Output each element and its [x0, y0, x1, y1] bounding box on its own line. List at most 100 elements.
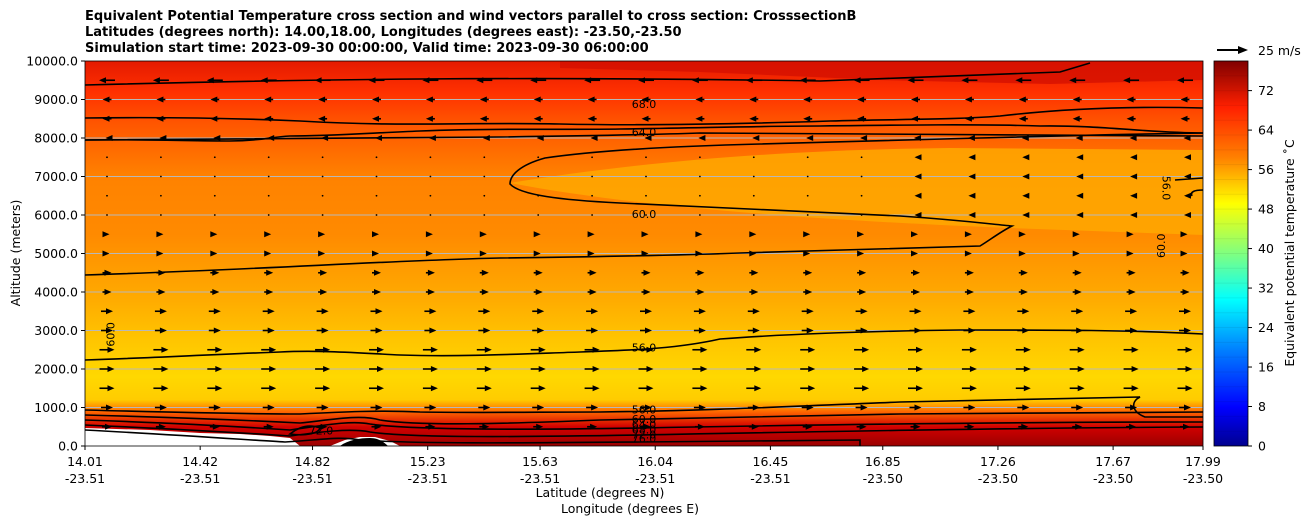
x-tick-label-lon: -23.50 — [1093, 471, 1133, 486]
wind-vector — [106, 194, 108, 197]
wind-vector-head — [853, 77, 861, 84]
wind-vector — [213, 194, 216, 197]
wind-vector-head — [695, 115, 703, 122]
wind-vector-head — [264, 231, 272, 238]
wind-vector-head — [1182, 289, 1190, 295]
wind-vector — [321, 175, 324, 178]
wind-vector-head — [967, 423, 975, 430]
wind-vector-head — [537, 327, 545, 334]
wind-vector-head — [1076, 173, 1084, 180]
wind-vector — [591, 194, 593, 197]
wind-vector-head — [968, 173, 976, 180]
low-theta-region — [510, 148, 1203, 235]
x-tick-label-lat: 17.67 — [1095, 454, 1131, 469]
wind-vector-head — [914, 308, 922, 315]
wind-vector-head — [266, 423, 274, 430]
x-tick-label-lat: 15.23 — [410, 454, 446, 469]
wind-vector-head — [914, 212, 922, 218]
wind-vector-head — [377, 385, 384, 392]
wind-vector-head — [1022, 173, 1030, 180]
wind-vector-head — [592, 385, 600, 392]
wind-vector-head — [752, 327, 760, 334]
wind-vector-head — [1075, 135, 1083, 141]
y-tick-label: 4000.0 — [34, 285, 78, 300]
wind-vector-head — [429, 327, 437, 334]
wind-vector-head — [745, 77, 753, 84]
wind-vector-head — [374, 289, 381, 295]
wind-vector-head — [646, 346, 654, 353]
wind-vector-head — [323, 346, 331, 353]
wind-vector-head — [914, 192, 922, 199]
wind-vector-head — [377, 366, 384, 372]
wind-vector-head — [1130, 173, 1138, 180]
wind-vector-head — [751, 269, 759, 276]
wind-vector-head — [966, 269, 974, 276]
wind-vector-head — [860, 327, 868, 334]
wind-vector-head — [213, 404, 221, 411]
chart-title-line1: Equivalent Potential Temperature cross s… — [85, 9, 857, 24]
wind-vector — [645, 175, 647, 178]
wind-vector — [806, 175, 809, 178]
wind-vector — [699, 175, 701, 178]
wind-vector-head — [587, 115, 595, 122]
wind-vector-head — [1185, 366, 1193, 372]
wind-vector — [106, 214, 108, 216]
x-tick-label-lon: -23.51 — [180, 471, 220, 486]
wind-vector-head — [968, 308, 976, 315]
contour-line — [85, 124, 1203, 142]
wind-vector-head — [538, 366, 546, 372]
contour-line — [85, 329, 1203, 361]
wind-vector-head — [1184, 212, 1191, 218]
wind-vector-head — [862, 385, 870, 392]
wind-vector — [537, 156, 540, 159]
wind-vector — [591, 175, 593, 178]
contour-label: 60.0 — [1155, 234, 1168, 258]
contour-line — [85, 424, 1203, 438]
wind-vector-head — [476, 77, 484, 84]
wind-vector-head — [590, 423, 598, 430]
wind-vector-head — [1130, 327, 1138, 334]
wind-vector-head — [479, 250, 487, 257]
wind-vector-head — [1072, 250, 1080, 257]
wind-vector-head — [857, 250, 865, 257]
wind-vector — [645, 156, 647, 159]
wind-vector-head — [968, 154, 976, 161]
wind-vector-head — [533, 115, 541, 122]
wind-vector-head — [267, 308, 275, 315]
wind-vector-head — [914, 135, 921, 141]
wind-vector-head — [913, 269, 920, 276]
wind-vector-head — [803, 231, 811, 238]
y-tick-label: 2000.0 — [34, 362, 78, 377]
wind-vector-head — [592, 366, 600, 372]
terrain-peak — [340, 438, 388, 446]
wind-vector-head — [269, 346, 277, 353]
wind-vector-head — [425, 115, 433, 122]
wind-vector-head — [695, 250, 703, 257]
contour-line — [1174, 177, 1203, 181]
wind-vector-head — [430, 385, 438, 392]
wind-vector — [267, 175, 270, 178]
wind-vector-head — [102, 250, 110, 257]
wind-vector-head — [697, 423, 705, 430]
wind-vector-head — [914, 404, 922, 411]
wind-vector-head — [1077, 385, 1085, 392]
wind-vector-head — [805, 423, 813, 430]
wind-vector-head — [372, 115, 379, 122]
colorbar-tick-label: 8 — [1258, 399, 1266, 414]
wind-vector-head — [749, 250, 757, 257]
wind-vector-head — [368, 77, 376, 84]
wind-vector-head — [1072, 96, 1080, 103]
wind-vector-head — [803, 115, 811, 122]
wind-vector-head — [482, 423, 490, 430]
wind-vector-head — [159, 404, 167, 411]
wind-vector-head — [1182, 269, 1190, 276]
wind-vector-head — [107, 346, 115, 353]
colorbar-ticks: 0 8 16 24 32 40 48 56 64 72 — [1214, 75, 1274, 454]
wind-vector-head — [1185, 346, 1193, 353]
x-tick-label-lat: 16.04 — [637, 454, 673, 469]
wind-vector-head — [1020, 289, 1028, 295]
wind-vector-head — [1126, 115, 1134, 122]
x-tick-label-lat: 15.63 — [522, 454, 558, 469]
wind-vector — [645, 214, 647, 216]
wind-vector-head — [805, 289, 813, 295]
